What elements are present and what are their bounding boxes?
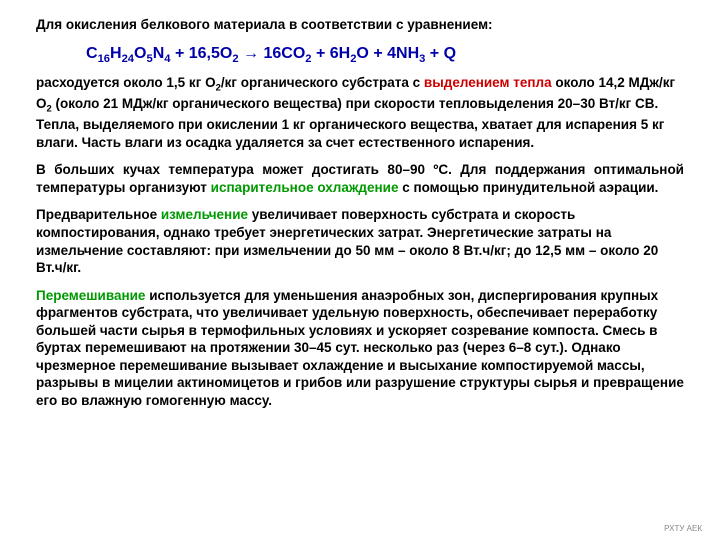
- eq-o2: 16,5O: [189, 45, 233, 62]
- text-green: измельчение: [161, 207, 248, 222]
- eq-n: N: [153, 45, 165, 62]
- eq-o: O: [134, 45, 146, 62]
- text: /кг органического субстрата с: [221, 75, 424, 90]
- chemical-equation: C16H24O5N4 + 16,5O2 → 16CO2 + 6H2O + 4NH…: [36, 44, 684, 67]
- eq-h: H: [110, 45, 122, 62]
- intro-line: Для окисления белкового материала в соот…: [36, 16, 684, 34]
- eq-co2: 16CO: [263, 45, 305, 62]
- text: Предварительное: [36, 207, 161, 222]
- text-green: Перемешивание: [36, 288, 145, 303]
- text-green: испарительное охлаждение: [211, 180, 399, 195]
- text: с помощью принудительной аэрации.: [398, 180, 658, 195]
- eq-arrow: →: [239, 45, 264, 62]
- eq-plus: +: [369, 45, 387, 62]
- paragraph-heat: расходуется около 1,5 кг O2/кг органичес…: [36, 74, 684, 151]
- eq-sub: 24: [122, 53, 134, 65]
- eq-plus: +: [425, 45, 443, 62]
- eq-h2o-o: O: [356, 45, 368, 62]
- eq-nh3: 4NH: [387, 45, 419, 62]
- paragraph-grinding: Предварительное измельчение увеличивает …: [36, 206, 684, 276]
- eq-h2o: 6H: [330, 45, 350, 62]
- eq-c16: C: [86, 45, 98, 62]
- text-red: выделением тепла: [424, 75, 555, 90]
- document-page: Для окисления белкового материала в соот…: [0, 0, 720, 540]
- text: (около 21 МДж/кг органического вещества)…: [36, 96, 664, 150]
- eq-sub: 16: [98, 53, 110, 65]
- eq-q: Q: [444, 45, 456, 62]
- text: расходуется около 1,5 кг O: [36, 75, 216, 90]
- footer-credit: РХТУ АЕК: [664, 524, 702, 534]
- eq-plus: +: [312, 45, 330, 62]
- paragraph-cooling: В больших кучах температура может достиг…: [36, 161, 684, 196]
- text: используется для уменьшения анаэробных з…: [36, 288, 684, 408]
- eq-plus: +: [171, 45, 189, 62]
- paragraph-mixing: Перемешивание используется для уменьшени…: [36, 287, 684, 410]
